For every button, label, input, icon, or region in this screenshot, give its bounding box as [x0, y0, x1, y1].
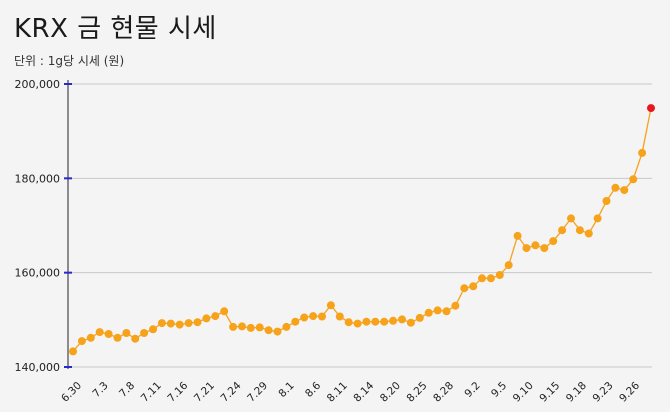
- data-point: [77, 337, 86, 346]
- data-point: [140, 329, 149, 337]
- chart-title: KRX 금 현물 시세: [14, 14, 217, 44]
- data-point: [424, 308, 433, 317]
- data-point: [264, 326, 273, 335]
- y-tick-label: 200,000: [15, 78, 61, 91]
- x-tick-label: 7.24: [219, 379, 244, 404]
- data-point: [362, 317, 371, 326]
- data-point: [620, 186, 629, 195]
- data-point: [318, 312, 326, 321]
- x-tick-label: 9.5: [489, 380, 509, 400]
- data-point: [558, 226, 567, 235]
- x-tick-label: 9.26: [617, 379, 642, 404]
- x-tick-label: 8.6: [303, 379, 324, 400]
- x-tick-label: 7.3: [90, 380, 110, 400]
- data-point: [300, 313, 309, 322]
- data-point: [433, 306, 442, 315]
- data-point: [504, 261, 513, 270]
- data-point: [131, 334, 140, 343]
- x-tick-label: 8.14: [351, 379, 376, 404]
- data-point: [246, 323, 255, 332]
- x-tick-label: 9.2: [462, 380, 482, 400]
- y-tick-label: 160,000: [15, 267, 61, 280]
- data-point: [495, 271, 504, 279]
- data-point: [113, 333, 122, 342]
- data-point: [415, 313, 424, 322]
- data-point: [549, 237, 558, 246]
- x-tick-label: 6.30: [59, 380, 84, 405]
- x-tick-label: 8.20: [378, 380, 403, 405]
- x-tick-label: 8.1: [276, 380, 296, 400]
- x-tick-label: 7.21: [192, 380, 217, 405]
- data-point: [86, 333, 95, 342]
- data-point: [309, 312, 318, 321]
- data-point: [522, 244, 531, 253]
- data-point: [593, 214, 602, 223]
- data-point: [531, 241, 540, 250]
- data-point: [273, 327, 282, 336]
- y-tick-label: 180,000: [15, 172, 61, 185]
- data-point: [406, 318, 415, 327]
- data-point: [486, 274, 495, 283]
- data-point: [326, 301, 335, 310]
- y-tick-label: 140,000: [15, 361, 61, 374]
- data-point: [540, 244, 549, 253]
- data-point: [344, 318, 353, 327]
- data-point: [460, 284, 469, 293]
- x-tick-label: 8.28: [431, 380, 456, 405]
- data-point: [238, 322, 246, 331]
- data-point: [69, 347, 77, 356]
- data-point-latest: [647, 104, 655, 113]
- data-point: [380, 317, 389, 326]
- x-tick-label: 8.11: [325, 380, 350, 405]
- data-point: [202, 314, 211, 323]
- x-tick-label: 9.15: [537, 380, 562, 405]
- x-tick-label: 7.8: [117, 380, 137, 400]
- data-point: [478, 274, 486, 283]
- x-tick-label: 9.10: [511, 380, 536, 405]
- data-point: [184, 319, 193, 328]
- x-tick-label: 7.29: [245, 380, 270, 405]
- data-point: [353, 319, 362, 328]
- data-point: [602, 197, 611, 205]
- data-point: [575, 226, 584, 235]
- data-point: [371, 317, 380, 326]
- data-point: [611, 183, 620, 192]
- data-point: [335, 312, 344, 321]
- data-point: [220, 307, 229, 316]
- data-point: [584, 229, 593, 238]
- data-point: [629, 175, 638, 184]
- data-point: [389, 316, 398, 325]
- data-point: [122, 329, 131, 337]
- data-point: [157, 319, 166, 328]
- x-tick-label: 8.25: [405, 380, 430, 405]
- x-tick-label: 7.11: [139, 380, 164, 405]
- data-point: [229, 322, 238, 331]
- x-tick-label: 9.18: [564, 380, 589, 405]
- data-point: [442, 307, 451, 316]
- data-point: [282, 322, 291, 331]
- data-point: [95, 328, 104, 337]
- data-point: [451, 301, 460, 310]
- data-point: [104, 330, 113, 338]
- data-point: [469, 282, 478, 291]
- data-point: [211, 312, 220, 321]
- data-point: [567, 214, 575, 223]
- data-point: [513, 231, 522, 240]
- x-tick-label: 9.23: [591, 380, 616, 405]
- data-point: [193, 318, 202, 327]
- data-point: [291, 317, 300, 326]
- x-tick-label: 7.16: [165, 379, 190, 404]
- data-point: [638, 148, 647, 157]
- data-point: [255, 323, 264, 332]
- chart-unit-subtitle: 단위 : 1g당 시세 (원): [14, 54, 125, 68]
- data-point: [175, 320, 184, 329]
- data-point: [149, 325, 157, 334]
- data-point: [166, 319, 175, 328]
- data-point: [398, 315, 406, 324]
